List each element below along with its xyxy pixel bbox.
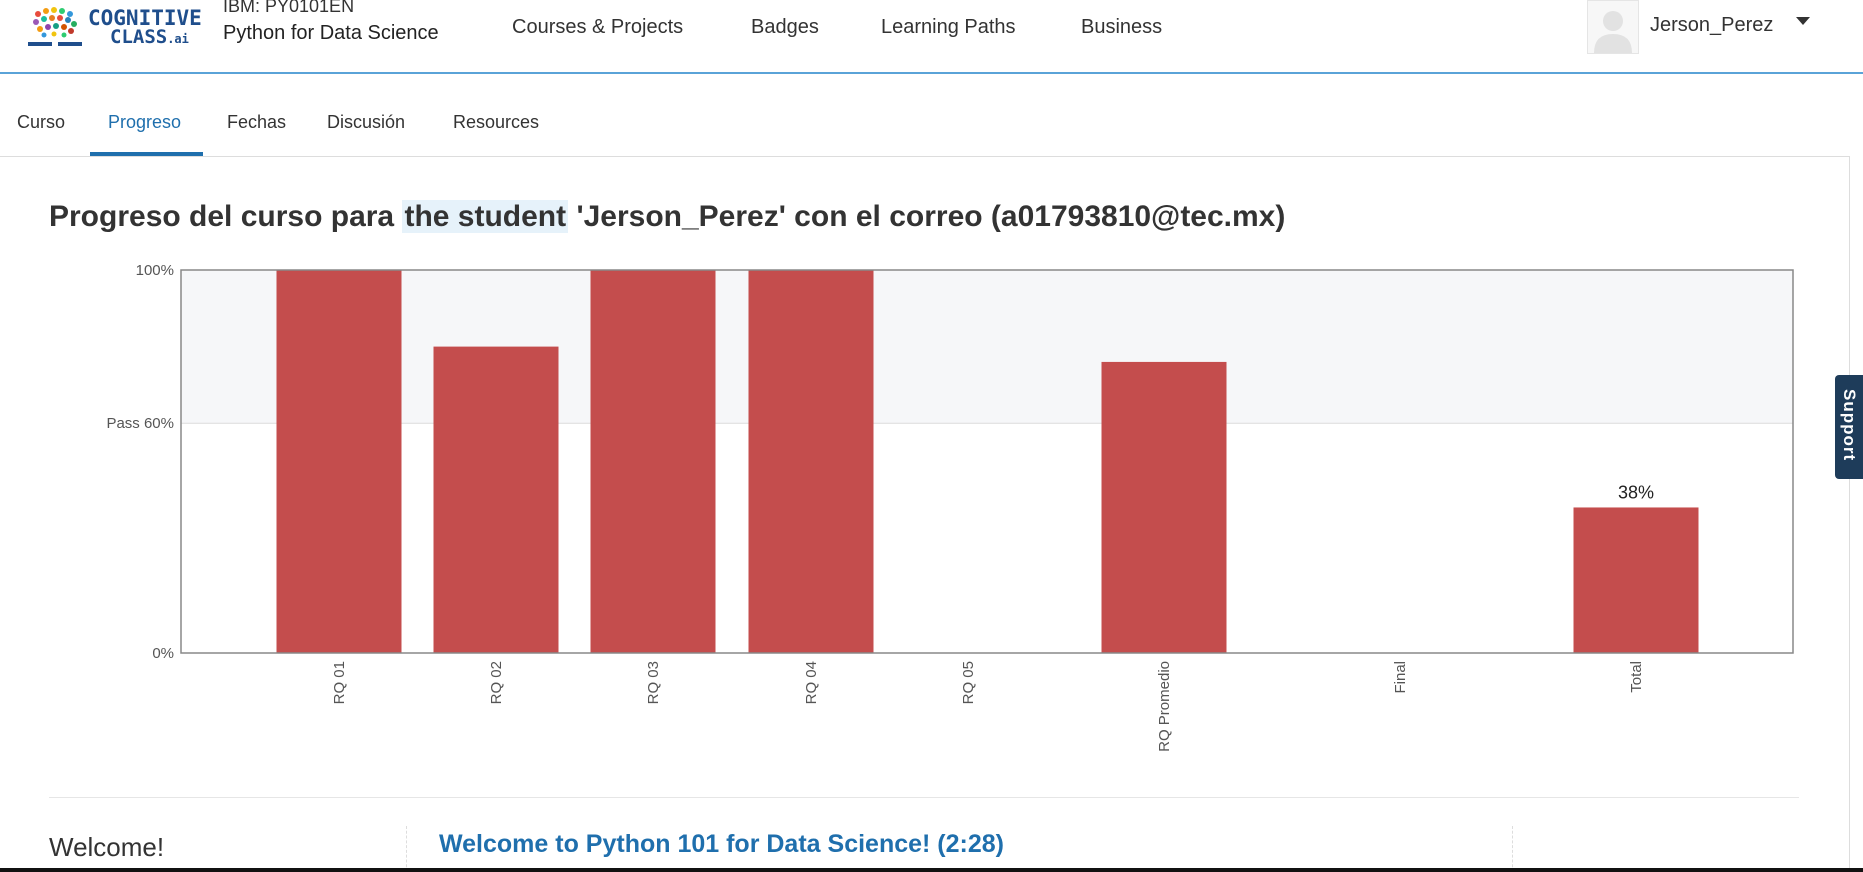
logo-wordmark-bottom: CLASS.ai — [110, 26, 189, 48]
support-label: Support — [1840, 389, 1859, 462]
tab-resources[interactable]: Resources — [453, 112, 540, 132]
x-tick-label: RQ Promedio — [1156, 661, 1173, 752]
y-tick-label: Pass 60% — [106, 415, 174, 432]
x-tick-label: RQ 01 — [331, 661, 348, 704]
tab-progreso[interactable]: Progreso — [108, 112, 182, 132]
tab-fechas[interactable]: Fechas — [227, 112, 287, 132]
x-tick-label: RQ 02 — [488, 661, 505, 704]
course-code: IBM: PY0101EN — [223, 0, 355, 16]
bar-rq-02 — [433, 346, 559, 653]
active-tab-indicator — [90, 152, 203, 156]
bar-total — [1573, 507, 1699, 653]
nav-business[interactable]: Business — [1081, 16, 1163, 38]
bottom-edge — [0, 868, 1863, 872]
support-tab[interactable]: Support — [1835, 375, 1863, 479]
y-tick-label: 100% — [136, 262, 174, 279]
title-prefix: Progreso del curso para — [49, 200, 403, 233]
data-label: 38% — [1618, 482, 1654, 502]
column-divider-right — [1512, 826, 1513, 872]
x-tick-label: RQ 03 — [645, 661, 662, 704]
nav-courses-projects[interactable]: Courses & Projects — [512, 16, 684, 38]
bar-rq-promedio — [1101, 361, 1227, 653]
x-tick-label: Final — [1392, 661, 1409, 694]
plot-frame — [180, 269, 1794, 654]
column-divider-left — [406, 826, 407, 872]
bar-rq-04 — [748, 270, 874, 653]
nav-learning-paths[interactable]: Learning Paths — [881, 16, 1016, 38]
cognitive-class-logo[interactable]: COGNITIVE CLASS.ai — [26, 4, 202, 48]
x-tick-label: RQ 05 — [960, 661, 977, 704]
pass-band — [181, 270, 1793, 424]
bar-rq-01 — [276, 270, 402, 653]
logo-ai-text: .ai — [167, 32, 189, 46]
section-heading-welcome: Welcome! — [49, 832, 165, 862]
course-name[interactable]: Python for Data Science — [223, 22, 439, 44]
user-avatar-icon — [1594, 11, 1632, 53]
chevron-down-icon[interactable] — [1796, 17, 1810, 25]
top-header: COGNITIVE CLASS.ai IBM: PY0101EN Python … — [0, 0, 1863, 74]
logo-wordmark-top: COGNITIVE — [88, 6, 202, 30]
x-tick-label: Total — [1628, 661, 1645, 693]
tab-discusion[interactable]: Discusión — [327, 112, 406, 132]
x-tick-label: RQ 04 — [803, 661, 820, 704]
logo-dots-icon — [28, 7, 82, 46]
tab-curso[interactable]: Curso — [17, 112, 66, 132]
course-tabs: Curso Progreso Fechas Discusión Resource… — [0, 72, 1850, 157]
video-link-welcome[interactable]: Welcome to Python 101 for Data Science! … — [439, 830, 1004, 858]
avatar[interactable] — [1587, 0, 1639, 54]
title-suffix: 'Jerson_Perez' con el correo (a01793810@… — [568, 200, 1286, 233]
progress-chart: 100% Pass 60% 0% RQ 01 RQ 02 RQ 03 RQ 04 RQ 05 R… — [106, 262, 1794, 752]
section-divider — [49, 797, 1799, 798]
bar-rq-03 — [590, 270, 716, 653]
content-border — [1849, 156, 1850, 872]
nav-badges[interactable]: Badges — [751, 16, 819, 38]
username-menu[interactable]: Jerson_Perez — [1650, 14, 1774, 36]
page-title: Progreso del curso para the student 'Jer… — [49, 200, 1285, 234]
title-highlight: the student — [402, 200, 569, 233]
logo-class-text: CLASS — [110, 26, 168, 48]
y-tick-label: 0% — [152, 645, 174, 662]
